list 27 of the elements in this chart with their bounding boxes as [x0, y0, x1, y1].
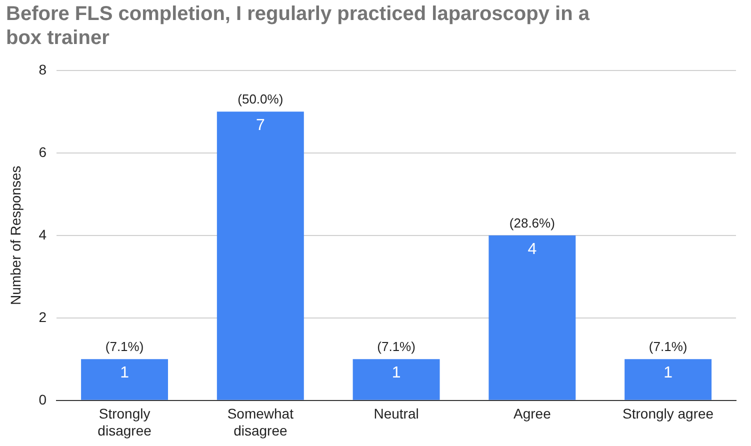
- x-tick-label: Agree: [513, 406, 552, 422]
- annotation: (7.1%): [105, 339, 144, 354]
- bar: [81, 359, 168, 400]
- annotation: (50.0%): [238, 92, 284, 107]
- data-label: 4: [528, 240, 537, 258]
- y-tick-label: 4: [38, 226, 47, 242]
- annotation: (7.1%): [377, 339, 416, 354]
- chart-title: Before FLS completion, I regularly practiced laparoscopy in a box trainer: [6, 2, 591, 50]
- bar: [488, 235, 576, 400]
- data-label: 1: [120, 364, 130, 382]
- y-tick-label: 8: [38, 61, 47, 78]
- x-tick-label: Somewhat disagree: [227, 406, 294, 438]
- y-tick-label: 2: [38, 308, 47, 325]
- annotation: (28.6%): [509, 215, 555, 230]
- y-tick-label: 6: [38, 144, 47, 160]
- bar: [624, 359, 712, 400]
- bar: [216, 112, 304, 400]
- bar: [352, 359, 440, 400]
- data-label: 1: [392, 364, 401, 382]
- x-tick-label: Neutral: [374, 406, 419, 422]
- annotation: (7.1%): [648, 339, 688, 354]
- x-tick-label: Strongly disagree: [98, 406, 152, 438]
- data-label: 7: [256, 117, 265, 134]
- x-tick-label: Strongly agree: [622, 406, 714, 422]
- data-label: 1: [664, 364, 673, 382]
- y-axis-title: Number of Responses: [7, 166, 24, 306]
- y-tick-label: 0: [38, 391, 47, 408]
